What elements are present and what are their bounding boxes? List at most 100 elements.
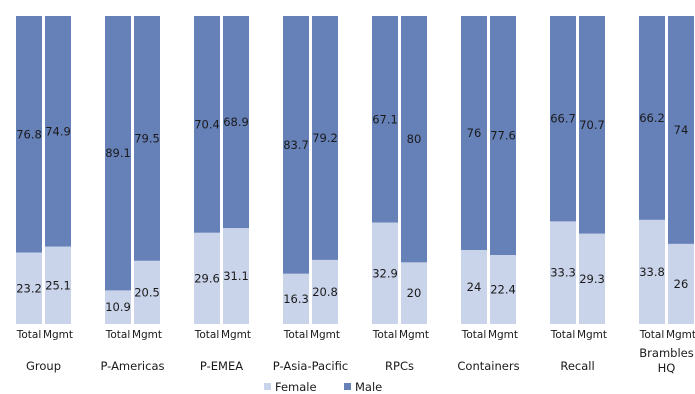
label-female-g1-b0: 10.9 [105,300,131,314]
bar-sublabel-g3-b0: Total [283,329,309,341]
bar-sublabel-g4-b0: Total [372,329,398,341]
bar-female-g6-b0 [550,221,576,324]
bar-male-g1-b0 [105,16,131,291]
legend-label-male: Male [355,380,382,394]
bar-female-g4-b1 [401,262,427,324]
label-female-g1-b1: 20.5 [134,285,160,299]
group-label-7: Brambles HQ [639,346,693,375]
label-male-g5-b1: 77.6 [490,129,516,143]
label-female-g5-b0: 24 [467,280,482,294]
label-female-g0-b1: 25.1 [45,278,71,292]
bar-male-g6-b0 [550,16,576,222]
group-label-1-line-0: P-Americas [100,359,164,373]
label-female-g7-b1: 26 [674,277,689,291]
label-male-g3-b0: 83.7 [283,138,309,152]
label-female-g0-b0: 23.2 [16,281,42,295]
bar-sublabel-g0-b1: Mgmt [43,329,73,341]
bars-layer [16,16,694,324]
bar-sublabel-g2-b1: Mgmt [221,329,251,341]
bar-male-g0-b1 [45,16,71,247]
group-label-4: RPCs [385,359,414,373]
bar-sublabel-g5-b1: Mgmt [488,329,518,341]
bar-female-g2-b0 [194,232,220,324]
bar-female-g2-b1 [223,228,249,324]
bar-male-g2-b0 [194,16,220,233]
bar-male-g0-b0 [16,16,42,253]
bar-female-g3-b0 [283,273,309,324]
bar-sublabel-g5-b0: Total [461,329,487,341]
label-male-g2-b0: 70.4 [194,117,220,131]
bar-female-g5-b0 [461,250,487,324]
label-female-g2-b0: 29.6 [194,271,220,285]
label-female-g4-b1: 20 [407,286,422,300]
label-male-g1-b1: 79.5 [134,131,160,145]
legend: Female Male [264,380,382,394]
legend-label-female: Female [275,380,317,394]
bar-sublabel-g1-b1: Mgmt [132,329,162,341]
label-male-g6-b0: 66.7 [550,112,576,126]
bar-female-g1-b1 [134,260,160,324]
group-label-3: P-Asia-Pacific [273,359,348,373]
group-label-7-line-1: HQ [658,361,676,375]
label-female-g6-b1: 29.3 [579,272,605,286]
bar-female-g0-b1 [45,246,71,324]
bar-female-g6-b1 [579,233,605,324]
bar-sublabel-g0-b0: Total [16,329,42,341]
group-label-7-line-0: Brambles [639,346,693,360]
bar-sublabel-g6-b0: Total [550,329,576,341]
group-label-5: Containers [457,359,519,373]
group-label-2: P-EMEA [200,359,243,373]
legend-swatch-female [264,383,271,390]
group-label-5-line-0: Containers [457,359,519,373]
label-male-g4-b0: 67.1 [372,112,398,126]
group-label-6: Recall [560,359,594,373]
bar-female-g0-b0 [16,252,42,324]
legend-swatch-male [344,383,351,390]
group-label-0-line-0: Group [26,359,61,373]
bar-sublabel-g3-b1: Mgmt [310,329,340,341]
bar-sublabel-g6-b1: Mgmt [577,329,607,341]
label-female-g5-b1: 22.4 [490,283,516,297]
bar-male-g3-b0 [283,16,309,274]
bar-male-g4-b0 [372,16,398,223]
label-male-g5-b0: 76 [467,126,482,140]
label-female-g3-b1: 20.8 [312,285,338,299]
group-label-3-line-0: P-Asia-Pacific [273,359,348,373]
bar-female-g3-b1 [312,259,338,324]
bar-male-g5-b1 [490,16,516,256]
bar-female-g4-b0 [372,222,398,324]
label-male-g2-b1: 68.9 [223,115,249,129]
bar-male-g7-b0 [639,16,665,220]
group-label-4-line-0: RPCs [385,359,414,373]
group-label-6-line-0: Recall [560,359,594,373]
bar-sublabel-g2-b0: Total [194,329,220,341]
label-female-g2-b1: 31.1 [223,269,249,283]
bar-sublabel-g1-b0: Total [105,329,131,341]
label-male-g6-b1: 70.7 [579,118,605,132]
labels-layer: 76.8 23.2 Total 74.9 25.1 Mgmt Group 89.1 10.9 To… [16,111,695,375]
bar-sublabel-g7-b1: Mgmt [666,329,695,341]
bar-female-g5-b1 [490,255,516,324]
bar-female-g1-b0 [105,290,131,324]
label-male-g0-b1: 74.9 [45,124,71,138]
bar-male-g4-b1 [401,16,427,263]
label-male-g4-b1: 80 [407,132,422,146]
group-label-2-line-0: P-EMEA [200,359,243,373]
label-male-g7-b1: 74 [674,123,689,137]
group-label-0: Group [26,359,61,373]
bar-male-g1-b1 [134,16,160,261]
label-male-g0-b0: 76.8 [16,127,42,141]
label-female-g6-b0: 33.3 [550,266,576,280]
bar-male-g2-b1 [223,16,249,229]
bar-female-g7-b1 [668,243,694,324]
bar-sublabel-g7-b0: Total [639,329,665,341]
group-label-1: P-Americas [100,359,164,373]
label-male-g1-b0: 89.1 [105,146,131,160]
label-female-g7-b0: 33.8 [639,265,665,279]
bar-male-g6-b1 [579,16,605,234]
label-male-g7-b0: 66.2 [639,111,665,125]
label-female-g4-b0: 32.9 [372,266,398,280]
bar-sublabel-g4-b1: Mgmt [399,329,429,341]
label-female-g3-b0: 16.3 [283,292,309,306]
